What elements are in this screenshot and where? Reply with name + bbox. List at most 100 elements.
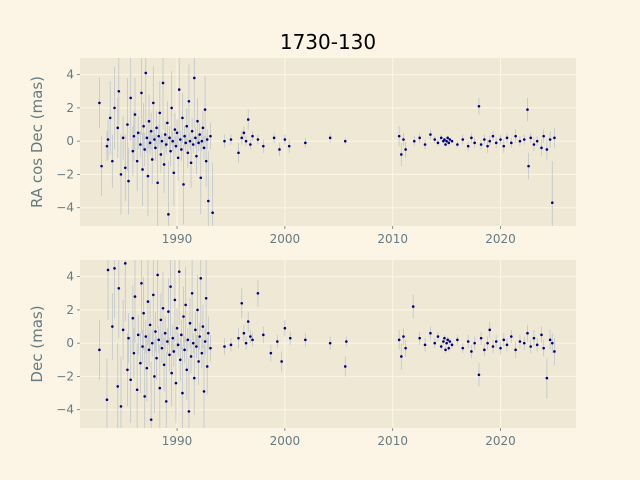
data-point [170, 106, 173, 110]
data-point [169, 285, 172, 288]
data-point [262, 144, 265, 148]
data-point [187, 410, 191, 413]
data-point [447, 141, 451, 145]
data-point [126, 123, 129, 126]
data-point [140, 91, 143, 95]
data-point [400, 153, 403, 156]
data-point [156, 181, 159, 185]
data-point [190, 129, 194, 133]
data-point [203, 340, 207, 343]
data-point [207, 331, 210, 335]
x-tick-label: 2020 [485, 232, 516, 246]
data-point [142, 124, 145, 128]
data-point [140, 281, 143, 285]
data-point [404, 148, 407, 151]
data-point [131, 316, 135, 320]
data-point [121, 328, 125, 332]
data-point [199, 276, 203, 280]
data-point [439, 136, 443, 140]
data-point [488, 328, 492, 332]
data-point [242, 131, 246, 135]
data-point [188, 139, 192, 143]
data-point [240, 301, 244, 305]
data-point [448, 340, 452, 343]
data-point [146, 300, 150, 303]
data-point [450, 343, 454, 347]
x-tick-label: 1990 [162, 434, 193, 448]
data-point [429, 331, 432, 335]
data-point [328, 341, 332, 345]
x-tick-label: 2000 [270, 232, 301, 246]
data-point [147, 119, 151, 123]
data-point [196, 308, 199, 312]
data-point [433, 341, 437, 345]
data-point [278, 148, 281, 151]
data-point [542, 134, 545, 138]
data-point [223, 345, 226, 348]
data-point [444, 143, 447, 146]
data-point [154, 330, 157, 333]
data-point [494, 340, 498, 343]
data-point [450, 139, 454, 143]
data-point [505, 136, 509, 140]
data-point [105, 398, 109, 402]
data-point [505, 343, 509, 347]
data-point [229, 343, 233, 347]
data-point [111, 325, 114, 328]
data-point [529, 345, 533, 348]
data-point [240, 136, 244, 140]
data-point [209, 134, 212, 138]
data-point [447, 346, 451, 350]
data-point [198, 133, 201, 136]
data-point [223, 139, 226, 143]
data-point [146, 174, 150, 178]
data-point [167, 310, 170, 313]
data-point [548, 338, 552, 342]
data-point [483, 348, 486, 352]
data-point [192, 376, 196, 380]
data-point [522, 138, 526, 141]
data-point [141, 345, 144, 348]
data-point [194, 328, 197, 332]
data-point [446, 136, 449, 140]
data-point [535, 139, 539, 143]
data-point [249, 335, 252, 338]
data-point [446, 338, 449, 342]
data-point [402, 138, 405, 141]
data-point [491, 345, 495, 348]
data-point [135, 388, 139, 392]
data-point [139, 361, 142, 365]
data-point [522, 341, 526, 345]
data-point [177, 270, 181, 273]
data-point [169, 149, 172, 153]
data-point [185, 124, 189, 128]
data-point [143, 395, 146, 398]
data-point [132, 134, 136, 138]
data-point [117, 286, 121, 290]
ra-panel: 1990 2000 2010 2020 −4 −2 0 2 4 RA cos Dec (mas) [28, 58, 576, 246]
data-point [166, 121, 169, 125]
data-point [473, 341, 476, 345]
data-point [195, 154, 198, 158]
data-point [205, 365, 209, 368]
data-point [152, 101, 155, 105]
data-point [163, 331, 167, 335]
data-point [448, 138, 452, 141]
data-marks [98, 260, 556, 428]
data-point [123, 166, 127, 170]
data-point [129, 96, 132, 100]
data-point [280, 360, 283, 363]
data-point [412, 139, 416, 143]
data-point [153, 138, 156, 141]
data-point [175, 131, 179, 135]
data-point [129, 378, 132, 382]
data-point [181, 391, 184, 395]
data-point [328, 136, 332, 140]
data-point [404, 346, 407, 350]
data-point [168, 353, 171, 357]
data-point [176, 343, 180, 347]
data-point [402, 335, 405, 338]
data-point [183, 134, 186, 138]
data-point [204, 296, 208, 300]
